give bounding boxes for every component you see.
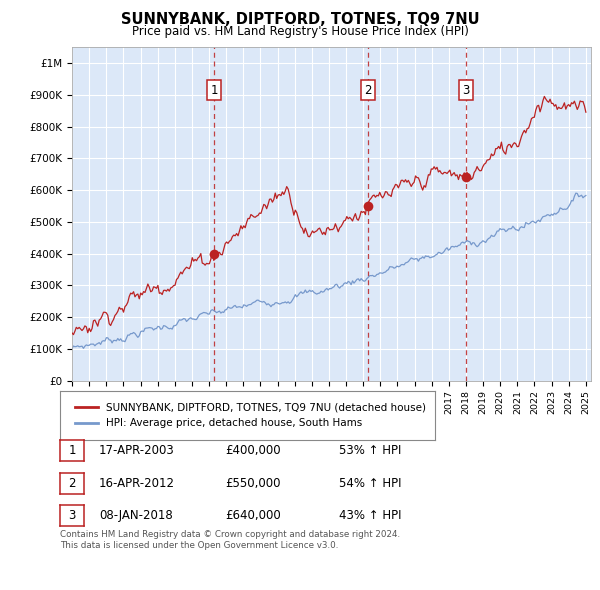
Text: 17-APR-2003: 17-APR-2003 [99,444,175,457]
Text: Contains HM Land Registry data © Crown copyright and database right 2024.
This d: Contains HM Land Registry data © Crown c… [60,530,400,550]
Text: 2: 2 [68,477,76,490]
Text: 3: 3 [68,509,76,522]
Text: £400,000: £400,000 [225,444,281,457]
Legend: SUNNYBANK, DIPTFORD, TOTNES, TQ9 7NU (detached house), HPI: Average price, detac: SUNNYBANK, DIPTFORD, TOTNES, TQ9 7NU (de… [71,398,430,432]
Text: 16-APR-2012: 16-APR-2012 [99,477,175,490]
Text: 2: 2 [364,84,372,97]
Text: 1: 1 [211,84,218,97]
Text: Price paid vs. HM Land Registry's House Price Index (HPI): Price paid vs. HM Land Registry's House … [131,25,469,38]
Text: 54% ↑ HPI: 54% ↑ HPI [339,477,401,490]
Text: 3: 3 [463,84,470,97]
Text: 1: 1 [68,444,76,457]
Text: £640,000: £640,000 [225,509,281,522]
Text: 43% ↑ HPI: 43% ↑ HPI [339,509,401,522]
Text: 53% ↑ HPI: 53% ↑ HPI [339,444,401,457]
Text: £550,000: £550,000 [225,477,281,490]
Text: SUNNYBANK, DIPTFORD, TOTNES, TQ9 7NU: SUNNYBANK, DIPTFORD, TOTNES, TQ9 7NU [121,12,479,27]
Text: 08-JAN-2018: 08-JAN-2018 [99,509,173,522]
